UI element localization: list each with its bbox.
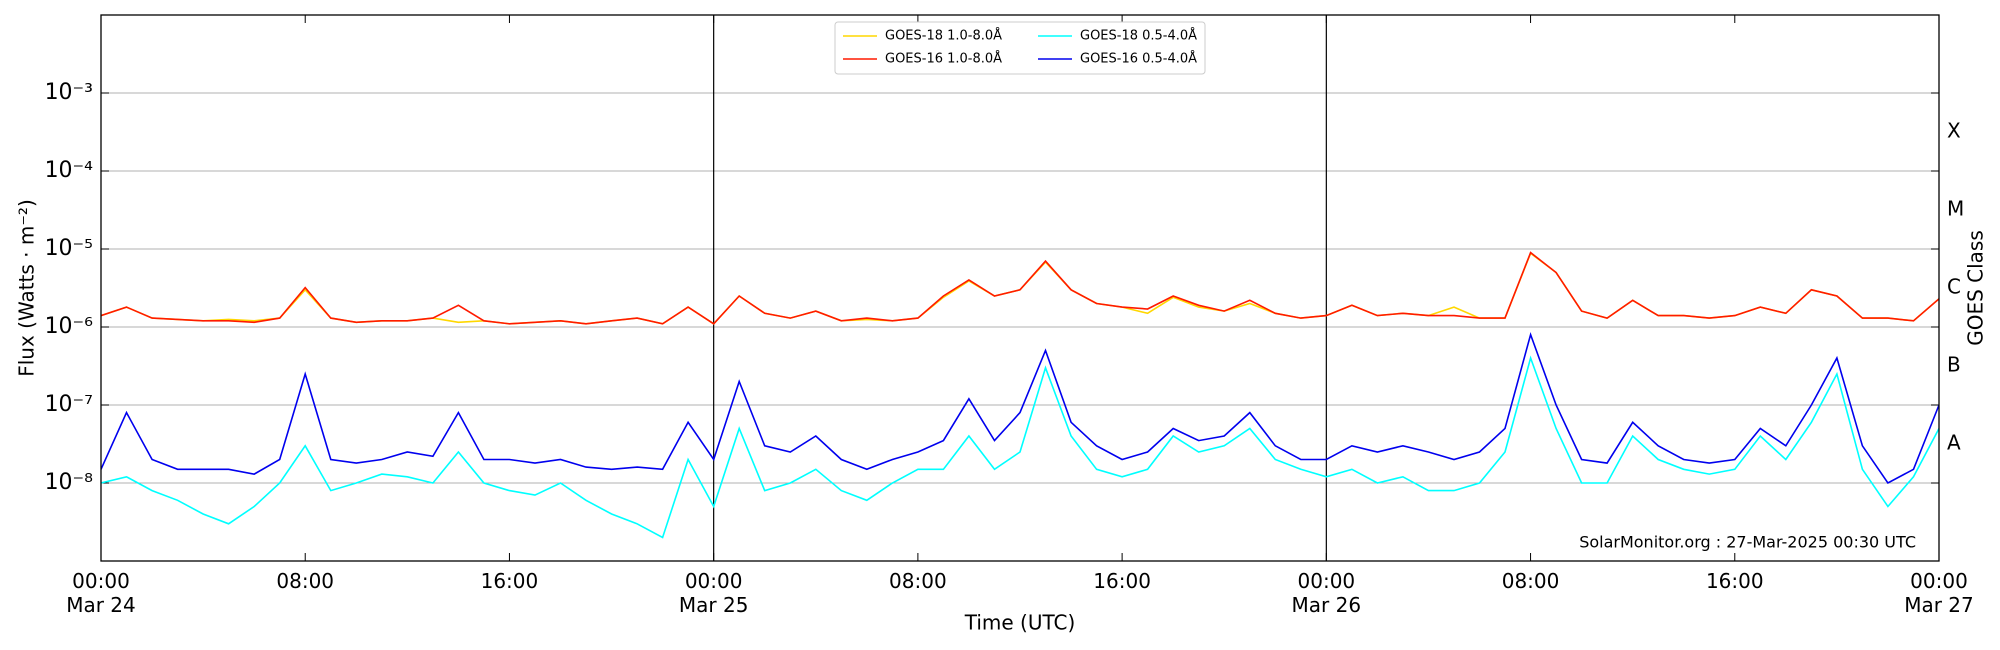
y-tick-label: 10⁻⁴ [45, 158, 94, 183]
x-axis-label: Time (UTC) [964, 611, 1076, 635]
legend-box [834, 21, 1206, 75]
series-line [101, 331, 1939, 485]
y-tick-label: 10⁻⁶ [45, 314, 94, 339]
legend-label: GOES-18 1.0-8.0Å [885, 28, 1002, 44]
x-tick-label: 00:00 Mar 26 [1291, 569, 1362, 617]
x-tick-label: 00:00 Mar 25 [678, 569, 749, 617]
annotation: SolarMonitor.org : 27-Mar-2025 00:30 UTC [1579, 533, 1916, 552]
plot-frame [100, 14, 1940, 562]
class-label: C [1947, 275, 1961, 299]
x-tick-label: 08:00 [276, 569, 335, 593]
class-label: M [1947, 197, 1964, 221]
legend-label: GOES-16 0.5-4.0Å [1080, 51, 1197, 67]
series-line [101, 251, 1939, 325]
series-line [101, 252, 1939, 325]
class-label: A [1947, 431, 1961, 455]
legend-label: GOES-18 0.5-4.0Å [1080, 28, 1197, 44]
class-label: B [1947, 353, 1961, 377]
x-tick-label: 16:00 [1093, 569, 1151, 593]
y-axis-label: Flux (Watts · m⁻²) [15, 199, 39, 377]
y-tick-label: 10⁻³ [45, 80, 93, 105]
x-tick-label: 08:00 [889, 569, 947, 593]
y-tick-label: 10⁻⁵ [45, 236, 93, 261]
x-tick-label: 16:00 [1705, 569, 1764, 593]
class-label: X [1947, 119, 1961, 143]
x-tick-label: 16:00 [480, 569, 539, 593]
series-line [101, 355, 1939, 539]
y2-axis-label: GOES Class [1964, 230, 1988, 346]
y-tick-label: 10⁻⁸ [45, 470, 94, 495]
x-tick-label: 00:00 Mar 27 [1904, 569, 1974, 617]
legend-label: GOES-16 1.0-8.0Å [885, 51, 1002, 67]
y-tick-label: 10⁻⁷ [45, 392, 93, 417]
x-tick-label: 08:00 [1501, 569, 1560, 593]
x-tick-label: 00:00 Mar 24 [66, 569, 136, 617]
